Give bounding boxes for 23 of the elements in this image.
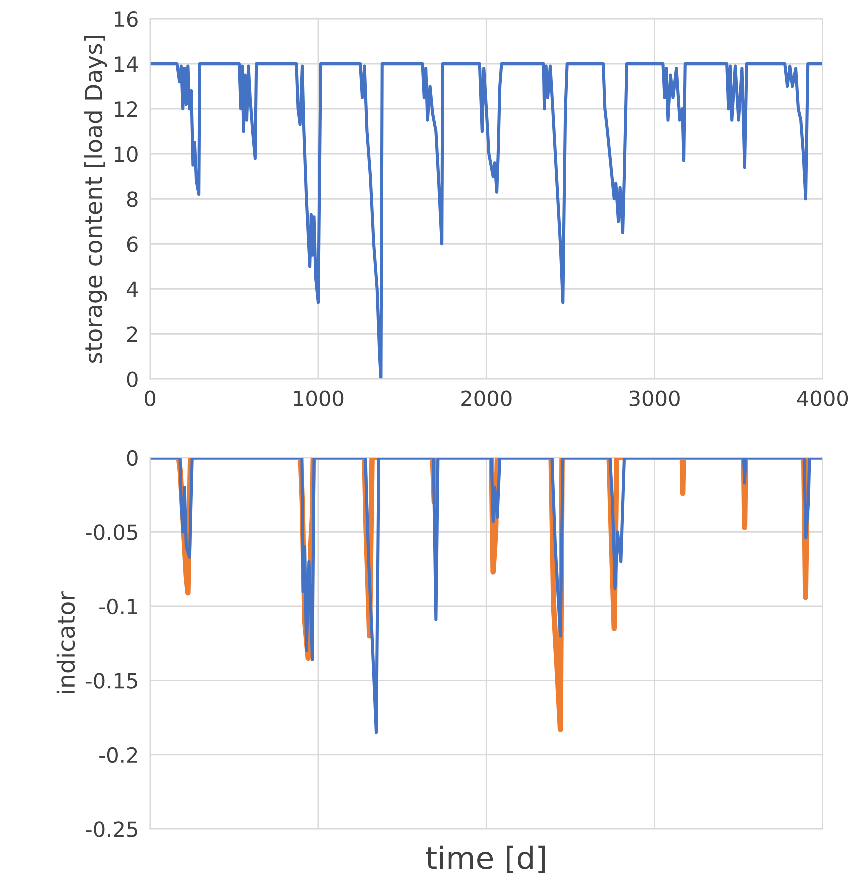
y-tick-label: -0.2: [100, 747, 138, 764]
x-tick-label: 1000: [294, 390, 344, 406]
x-tick-label: 4000: [797, 390, 848, 406]
y-tick-label: 8: [127, 192, 138, 208]
x-tick-label: 2000: [462, 390, 512, 406]
y-tick-label: -0.25: [86, 822, 138, 838]
y-tick-label: 0: [127, 372, 138, 388]
y-tick-label: 6: [127, 236, 138, 252]
y-tick-label: -0.1: [100, 598, 138, 615]
y-tick-label: 10: [114, 146, 138, 162]
y-tick-label: 12: [114, 102, 138, 117]
y-axis-title: storage content [load Days]: [84, 36, 108, 364]
y-tick-label: 14: [114, 56, 138, 72]
y-tick-label: 0: [127, 450, 138, 466]
y-tick-label: 4: [126, 282, 138, 298]
y-tick-label: 2: [127, 326, 138, 342]
x-tick-label: 3000: [630, 390, 680, 406]
y-tick-label: -0.15: [86, 673, 138, 689]
x-tick-label: 0: [145, 390, 156, 406]
y-tick-label: 16: [114, 11, 138, 28]
y-axis-title: indicator: [56, 592, 76, 694]
y-tick-label: -0.05: [86, 524, 138, 540]
x-axis-title: time [d]: [426, 846, 545, 874]
